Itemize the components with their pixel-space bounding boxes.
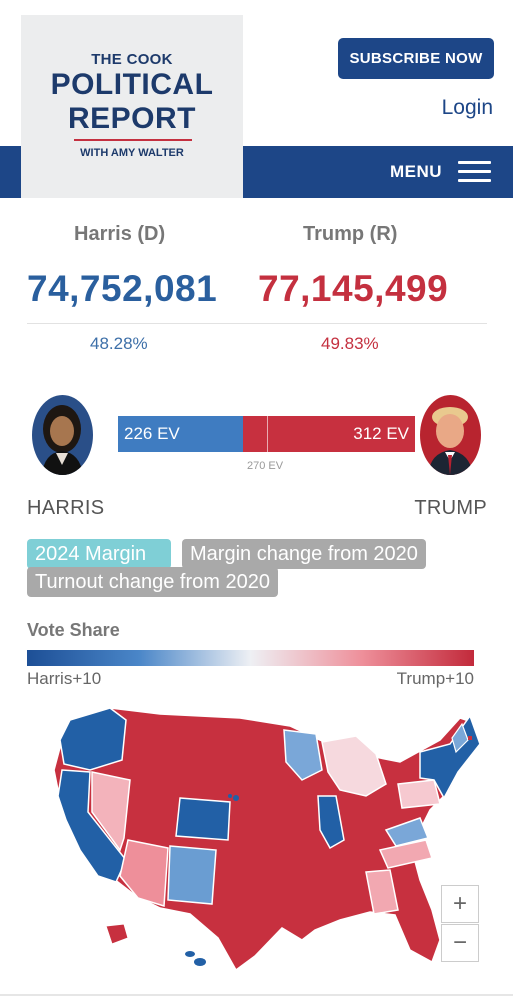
map-state-nv (91, 771, 131, 852)
map-ne-district-2 (228, 794, 232, 798)
harris-avatar (32, 395, 93, 475)
map-state-az (119, 839, 169, 907)
menu-label: MENU (390, 162, 443, 181)
trump-label: TRUMP (414, 497, 487, 519)
legend-left-label: Harris+10 (27, 669, 102, 688)
menu-button[interactable]: MENU (390, 158, 492, 186)
site-header: THE COOK POLITICAL REPORT WITH AMY WALTE… (0, 0, 513, 198)
threshold-label: 270 EV (247, 460, 284, 472)
map-state-ca (57, 769, 127, 883)
map-state-il (317, 795, 345, 850)
map-state-ga (365, 869, 399, 915)
harris-label: HARRIS (27, 497, 105, 519)
map-ne-district (233, 795, 239, 801)
map-state-mn (283, 729, 323, 781)
hamburger-icon (458, 161, 492, 183)
trump-avatar (420, 395, 481, 475)
map-state-hi (185, 951, 195, 957)
logo-line-1: THE COOK (91, 51, 173, 68)
logo-line-2: POLITICAL (50, 68, 214, 101)
logo-line-3: REPORT (67, 102, 196, 135)
electoral-vote-bar: 226 EV 312 EV (118, 416, 415, 452)
login-link[interactable]: Login (441, 96, 493, 119)
logo-line-4: WITH AMY WALTER (80, 147, 184, 159)
zoom-out-button[interactable]: − (441, 924, 479, 962)
map-state-co (175, 797, 231, 841)
threshold-marker (267, 416, 268, 452)
us-results-map[interactable] (40, 700, 500, 985)
vote-share-gradient (27, 650, 474, 666)
logo-divider (74, 139, 192, 141)
harris-name: Harris (D) (74, 223, 166, 245)
page-footer-rule (0, 994, 513, 996)
harris-ev: 226 EV (124, 424, 180, 443)
zoom-in-button[interactable]: + (441, 885, 479, 923)
map-state-marker (468, 736, 472, 740)
trump-name: Trump (R) (303, 223, 398, 245)
map-state-ak (105, 923, 129, 945)
harris-ev-segment (118, 416, 243, 452)
harris-pct: 48.28% (90, 334, 148, 353)
subscribe-button[interactable]: SUBSCRIBE NOW (338, 38, 494, 79)
trump-votes: 77,145,499 (258, 268, 449, 309)
map-state-pa (397, 779, 441, 809)
map-state-nm (167, 845, 217, 905)
map-state-hi-2 (194, 958, 206, 966)
tab-2024-margin[interactable]: 2024 Margin (27, 539, 171, 569)
legend-title: Vote Share (27, 620, 120, 640)
site-logo[interactable]: THE COOK POLITICAL REPORT WITH AMY WALTE… (21, 15, 243, 198)
trump-pct: 49.83% (321, 334, 379, 353)
trump-ev: 312 EV (353, 424, 409, 443)
tab-turnout-change[interactable]: Turnout change from 2020 (27, 567, 278, 597)
divider (27, 323, 487, 324)
map-state-va (384, 817, 430, 847)
trump-ev-segment (243, 416, 415, 452)
map-state-wa-or (59, 707, 127, 771)
map-state-nc (378, 839, 433, 869)
legend-right-label: Trump+10 (396, 669, 474, 688)
map-state-wi-mi (321, 735, 387, 797)
tab-margin-change[interactable]: Margin change from 2020 (182, 539, 426, 569)
harris-votes: 74,752,081 (27, 268, 218, 309)
